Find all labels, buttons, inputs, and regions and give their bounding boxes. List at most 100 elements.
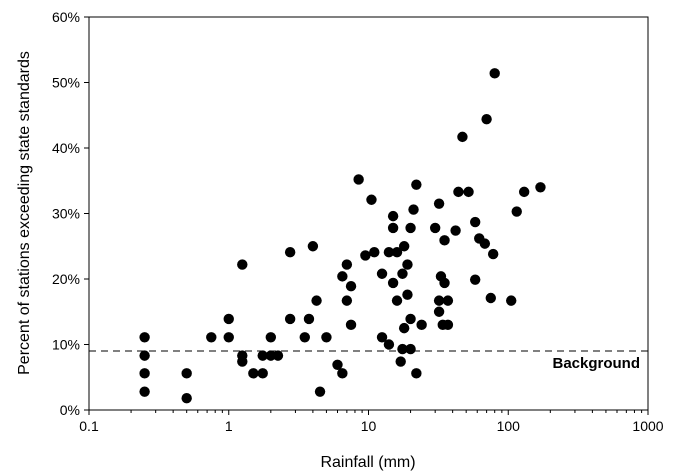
data-point — [139, 332, 150, 343]
x-tick-label: 0.1 — [79, 418, 99, 434]
data-point — [257, 350, 268, 361]
data-point — [337, 368, 348, 379]
y-tick-label: 50% — [52, 75, 80, 91]
data-point — [439, 235, 450, 246]
data-point — [391, 295, 403, 306]
data-point — [369, 246, 380, 258]
data-point — [341, 295, 353, 306]
data-point — [314, 386, 326, 397]
data-point — [284, 313, 296, 325]
data-point — [397, 268, 408, 279]
data-point — [433, 295, 445, 306]
x-axis-ticks: 0.1 1 10 100 1000 — [79, 410, 664, 434]
data-point — [429, 222, 441, 234]
data-point — [387, 222, 399, 234]
data-point — [485, 292, 496, 304]
y-tick-label: 60% — [52, 9, 80, 25]
data-point — [411, 179, 422, 190]
data-point — [376, 268, 388, 279]
data-point — [383, 339, 395, 350]
data-point — [307, 241, 319, 252]
y-tick-label: 10% — [52, 337, 80, 353]
data-point — [402, 289, 413, 300]
data-point — [353, 174, 364, 185]
data-point — [433, 198, 445, 209]
data-point — [139, 386, 150, 397]
data-point — [479, 238, 491, 249]
y-tick-label: 20% — [52, 271, 80, 287]
data-point — [433, 306, 445, 317]
data-point — [405, 222, 416, 234]
data-point — [360, 250, 371, 261]
data-point — [332, 359, 343, 371]
data-point — [366, 194, 377, 205]
data-point — [376, 332, 388, 343]
data-point — [206, 332, 217, 343]
data-point — [237, 356, 248, 367]
data-point — [518, 186, 530, 198]
data-point — [181, 368, 192, 379]
data-point — [337, 271, 348, 282]
data-point — [181, 393, 192, 404]
x-tick-label: 100 — [497, 418, 521, 434]
data-point — [439, 277, 450, 289]
data-point — [397, 343, 408, 355]
data-point — [442, 319, 454, 331]
data-point — [416, 319, 427, 331]
data-point — [257, 368, 268, 379]
data-point — [391, 246, 403, 258]
x-tick-label: 1 — [225, 418, 233, 434]
data-point — [265, 350, 277, 361]
y-axis-ticks: 0% 10% 20% 30% 40% 50% 60% — [52, 9, 89, 418]
y-tick-label: 30% — [52, 206, 80, 222]
data-point — [469, 274, 481, 285]
data-point — [453, 186, 464, 198]
data-point — [489, 68, 500, 79]
data-point — [383, 246, 395, 258]
data-point — [457, 131, 468, 143]
data-point — [395, 356, 406, 367]
data-point — [387, 210, 399, 222]
data-point — [341, 259, 353, 270]
data-points — [139, 68, 546, 404]
data-point — [487, 248, 499, 260]
data-point — [398, 322, 410, 334]
data-point — [481, 113, 492, 125]
data-point — [299, 332, 310, 343]
data-point — [469, 216, 481, 228]
data-point — [284, 246, 296, 258]
data-point — [442, 295, 454, 306]
x-axis-title: Rainfall (mm) — [320, 454, 415, 471]
data-point — [139, 368, 150, 379]
data-point — [223, 332, 234, 343]
data-point — [398, 241, 410, 252]
data-point — [405, 343, 416, 355]
background-label: Background — [552, 355, 640, 372]
data-point — [248, 368, 259, 379]
data-point — [387, 277, 399, 289]
data-point — [303, 313, 315, 325]
y-axis-title: Percent of stations exceeding state stan… — [16, 51, 33, 375]
data-point — [237, 259, 248, 270]
data-point — [321, 332, 332, 343]
data-point — [402, 259, 413, 270]
data-point — [223, 313, 234, 325]
y-tick-label: 0% — [60, 402, 80, 418]
data-point — [405, 313, 416, 325]
data-point — [535, 182, 546, 193]
data-point — [265, 332, 277, 343]
data-point — [506, 295, 517, 306]
data-point — [411, 368, 422, 379]
data-point — [408, 204, 419, 215]
data-point — [450, 225, 461, 236]
x-tick-label: 1000 — [632, 418, 663, 434]
data-point — [139, 350, 150, 361]
x-tick-label: 10 — [361, 418, 377, 434]
data-point — [463, 186, 474, 198]
data-point — [345, 281, 357, 292]
y-tick-label: 40% — [52, 140, 80, 156]
data-point — [511, 206, 522, 217]
data-point — [311, 295, 322, 306]
data-point — [345, 319, 357, 331]
